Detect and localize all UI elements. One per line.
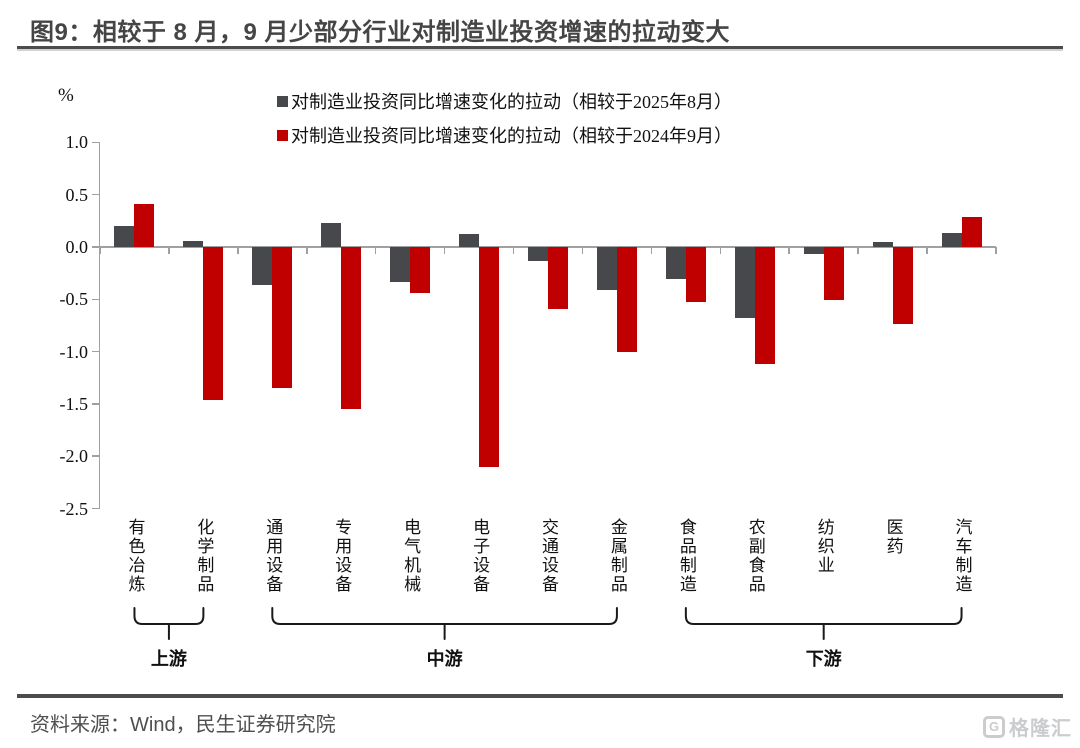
group-brackets-icon: [133, 607, 963, 640]
figure-title: 图9：相较于 8 月，9 月少部分行业对制造业投资增速的拉动变大: [30, 19, 731, 46]
bar-vs-aug2025-4: [390, 247, 411, 282]
bar-vs-aug2025-3: [321, 222, 342, 247]
y-tick: [92, 455, 100, 457]
category-label: 通用设备: [263, 518, 283, 594]
bar-vs-sep2024-1: [203, 247, 224, 400]
category-label: 电子设备: [470, 518, 490, 594]
bar-vs-sep2024-2: [272, 247, 293, 389]
category-label: 电气机械: [401, 518, 421, 594]
bar-vs-sep2024-4: [410, 247, 431, 294]
y-tick-label: 0.0: [65, 237, 89, 257]
y-tick: [92, 403, 100, 405]
legend-swatch-red: [277, 129, 288, 141]
x-tick: [581, 247, 584, 254]
bar-vs-sep2024-12: [961, 216, 982, 247]
y-tick-label: -1.5: [59, 393, 89, 414]
bar-vs-aug2025-8: [665, 247, 686, 280]
y-tick: [92, 298, 100, 301]
y-tick: [92, 350, 100, 353]
bar-vs-sep2024-8: [685, 247, 706, 303]
bar-vs-sep2024-9: [754, 247, 775, 365]
bar-vs-aug2025-5: [459, 234, 480, 247]
y-tick: [92, 193, 100, 196]
x-tick: [512, 247, 515, 254]
group-label-中游: 中游: [426, 649, 463, 669]
chart-legend: 对制造业投资同比增速变化的拉动（相较于2025年8月） 对制造业投资同比增速变化…: [277, 88, 732, 156]
category-label: 汽车制造: [952, 518, 972, 594]
bar-vs-aug2025-10: [803, 247, 824, 255]
y-tick: [92, 246, 100, 248]
y-tick-label: -2.5: [59, 498, 89, 519]
source-note: 资料来源：Wind，民生证券研究院: [30, 714, 336, 736]
x-tick: [995, 247, 997, 254]
bar-vs-aug2025-9: [734, 247, 755, 319]
gelonghui-logo-icon: G: [983, 715, 1005, 738]
bar-vs-aug2025-11: [872, 241, 893, 247]
x-tick: [237, 247, 239, 254]
category-label: 食品制造: [676, 518, 696, 594]
legend-item-vs-2024-09: 对制造业投资同比增速变化的拉动（相较于2024年9月）: [277, 122, 732, 148]
category-label: 有色冶炼: [125, 518, 145, 594]
y-tick: [92, 141, 100, 144]
bar-vs-sep2024-7: [616, 247, 637, 352]
y-tick-label: -0.5: [59, 289, 89, 310]
bar-vs-aug2025-1: [183, 240, 204, 247]
legend-item-vs-2025-08: 对制造业投资同比增速变化的拉动（相较于2025年8月）: [277, 88, 732, 114]
x-tick: [306, 247, 308, 254]
bar-vs-sep2024-3: [341, 247, 362, 410]
group-label-上游: 上游: [150, 649, 187, 669]
y-tick-label: 1.0: [65, 132, 89, 153]
gelonghui-logo-text: 格隆汇: [1009, 718, 1072, 740]
x-tick: [857, 247, 859, 254]
footer-divider: [17, 694, 1063, 698]
x-tick: [719, 247, 722, 254]
group-label-下游: 下游: [805, 649, 842, 669]
bar-vs-sep2024-0: [134, 204, 155, 247]
bar-vs-sep2024-11: [892, 247, 913, 325]
y-axis-unit-label: %: [58, 85, 74, 106]
bar-vs-aug2025-0: [114, 226, 135, 247]
legend-swatch-gray: [277, 95, 288, 107]
bar-vs-aug2025-7: [596, 247, 617, 290]
x-tick: [443, 247, 446, 254]
x-tick: [168, 247, 170, 254]
x-tick: [926, 247, 928, 254]
category-label: 金属制品: [607, 518, 627, 594]
x-tick: [788, 247, 790, 254]
category-label: 专用设备: [332, 518, 352, 594]
category-label: 医药: [883, 518, 903, 556]
bar-vs-sep2024-5: [479, 247, 500, 467]
bar-vs-sep2024-10: [823, 247, 844, 301]
y-tick-label: 0.5: [65, 184, 89, 205]
category-label: 交通设备: [539, 518, 558, 594]
y-axis-line: [98, 142, 100, 509]
category-label: 化学制品: [194, 518, 214, 594]
category-label: 纺织业: [814, 518, 834, 575]
y-tick-label: -1.0: [59, 341, 89, 362]
bar-vs-sep2024-6: [548, 247, 568, 309]
legend-label: 对制造业投资同比增速变化的拉动（相较于2025年8月）: [291, 92, 732, 112]
y-tick: [92, 507, 100, 510]
y-tick-label: -2.0: [59, 446, 89, 467]
title-divider: [17, 46, 1063, 49]
bar-vs-aug2025-2: [252, 247, 273, 285]
x-tick: [99, 247, 101, 254]
bar-vs-aug2025-6: [528, 247, 548, 261]
legend-label: 对制造业投资同比增速变化的拉动（相较于2024年9月）: [291, 126, 732, 146]
x-tick: [650, 247, 653, 254]
x-tick: [374, 247, 377, 254]
category-label: 农副食品: [745, 518, 765, 594]
gelonghui-watermark: G 格隆汇: [983, 712, 1072, 741]
bar-vs-aug2025-12: [941, 233, 962, 247]
